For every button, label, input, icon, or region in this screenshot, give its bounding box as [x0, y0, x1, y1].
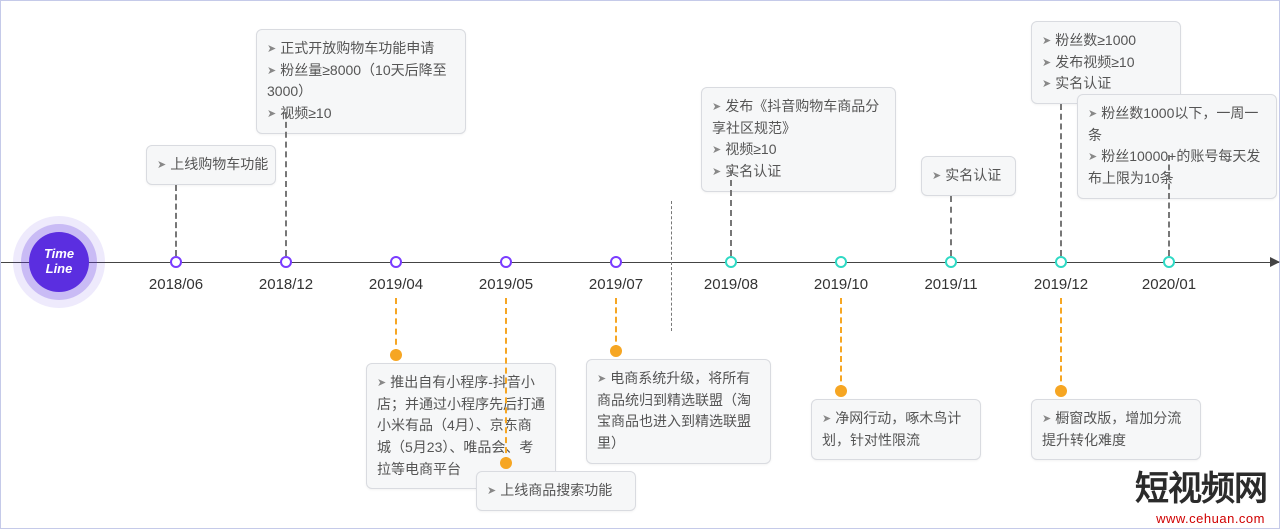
date-label: 2020/01: [1142, 276, 1196, 293]
timeline-tick: [725, 256, 737, 268]
timeline-axis: [1, 262, 1279, 263]
note-connector: [615, 298, 617, 351]
note-item: 上线购物车功能: [157, 154, 265, 176]
timeline-note: 橱窗改版，增加分流提升转化难度: [1031, 399, 1201, 460]
timeline-tick: [1055, 256, 1067, 268]
note-connector: [1060, 298, 1062, 391]
timeline-note: 净网行动，啄木鸟计划，针对性限流: [811, 399, 981, 460]
note-connector: [395, 298, 397, 355]
note-connector: [505, 298, 507, 463]
connector-dot: [390, 349, 402, 361]
note-connector: [730, 170, 732, 256]
timeline-note: 粉丝数1000以下，一周一条粉丝10000+的账号每天发布上限为10条: [1077, 94, 1277, 199]
note-item: 粉丝数≥1000: [1042, 30, 1170, 52]
note-item: 发布视频≥10: [1042, 52, 1170, 74]
phase-divider: [671, 201, 672, 331]
timeline-note: 上线购物车功能: [146, 145, 276, 185]
note-connector: [1168, 155, 1170, 256]
note-item: 推出自有小程序-抖音小店；并通过小程序先后打通小米有品（4月）、京东商城（5月2…: [377, 372, 545, 480]
connector-dot: [610, 345, 622, 357]
note-item: 视频≥10: [712, 139, 885, 161]
date-label: 2019/10: [814, 276, 868, 293]
note-item: 发布《抖音购物车商品分享社区规范》: [712, 96, 885, 139]
note-item: 橱窗改版，增加分流提升转化难度: [1042, 408, 1190, 451]
timeline-tick: [610, 256, 622, 268]
note-item: 实名认证: [932, 165, 1005, 187]
date-label: 2019/11: [924, 276, 977, 293]
note-connector: [840, 298, 842, 391]
note-connector: [950, 196, 952, 256]
connector-dot: [835, 385, 847, 397]
note-item: 实名认证: [712, 161, 885, 183]
timeline-note: 电商系统升级，将所有商品统归到精选联盟（淘宝商品也进入到精选联盟里）: [586, 359, 771, 464]
timeline-tick: [500, 256, 512, 268]
timeline-tick: [390, 256, 402, 268]
note-item: 粉丝数1000以下，一周一条: [1088, 103, 1266, 146]
note-connector: [1060, 104, 1062, 256]
note-item: 实名认证: [1042, 73, 1170, 95]
note-item: 粉丝10000+的账号每天发布上限为10条: [1088, 146, 1266, 189]
watermark-url: www.cehuan.com: [1156, 511, 1265, 526]
timeline-tick: [280, 256, 292, 268]
date-label: 2019/05: [479, 276, 533, 293]
date-label: 2019/08: [704, 276, 758, 293]
connector-dot: [1055, 385, 1067, 397]
timeline-note: 粉丝数≥1000发布视频≥10实名认证: [1031, 21, 1181, 104]
timeline-badge: TimeLine: [29, 232, 89, 292]
note-item: 上线商品搜索功能: [487, 480, 625, 502]
timeline-tick: [945, 256, 957, 268]
date-label: 2019/07: [589, 276, 643, 293]
note-item: 净网行动，啄木鸟计划，针对性限流: [822, 408, 970, 451]
connector-dot: [500, 457, 512, 469]
timeline-note: 正式开放购物车功能申请粉丝量≥8000（10天后降至3000）视频≥10: [256, 29, 466, 134]
date-label: 2019/12: [1034, 276, 1088, 293]
date-label: 2018/06: [149, 276, 203, 293]
watermark-logo: 短视频网: [1135, 461, 1267, 510]
note-item: 粉丝量≥8000（10天后降至3000）: [267, 60, 455, 103]
date-label: 2018/12: [259, 276, 313, 293]
note-connector: [175, 185, 177, 256]
timeline-tick: [170, 256, 182, 268]
timeline-note: 实名认证: [921, 156, 1016, 196]
note-connector: [285, 112, 287, 256]
note-item: 电商系统升级，将所有商品统归到精选联盟（淘宝商品也进入到精选联盟里）: [597, 368, 760, 455]
date-label: 2019/04: [369, 276, 423, 293]
timeline-tick: [835, 256, 847, 268]
note-item: 视频≥10: [267, 103, 455, 125]
note-item: 正式开放购物车功能申请: [267, 38, 455, 60]
timeline-note: 上线商品搜索功能: [476, 471, 636, 511]
timeline-tick: [1163, 256, 1175, 268]
